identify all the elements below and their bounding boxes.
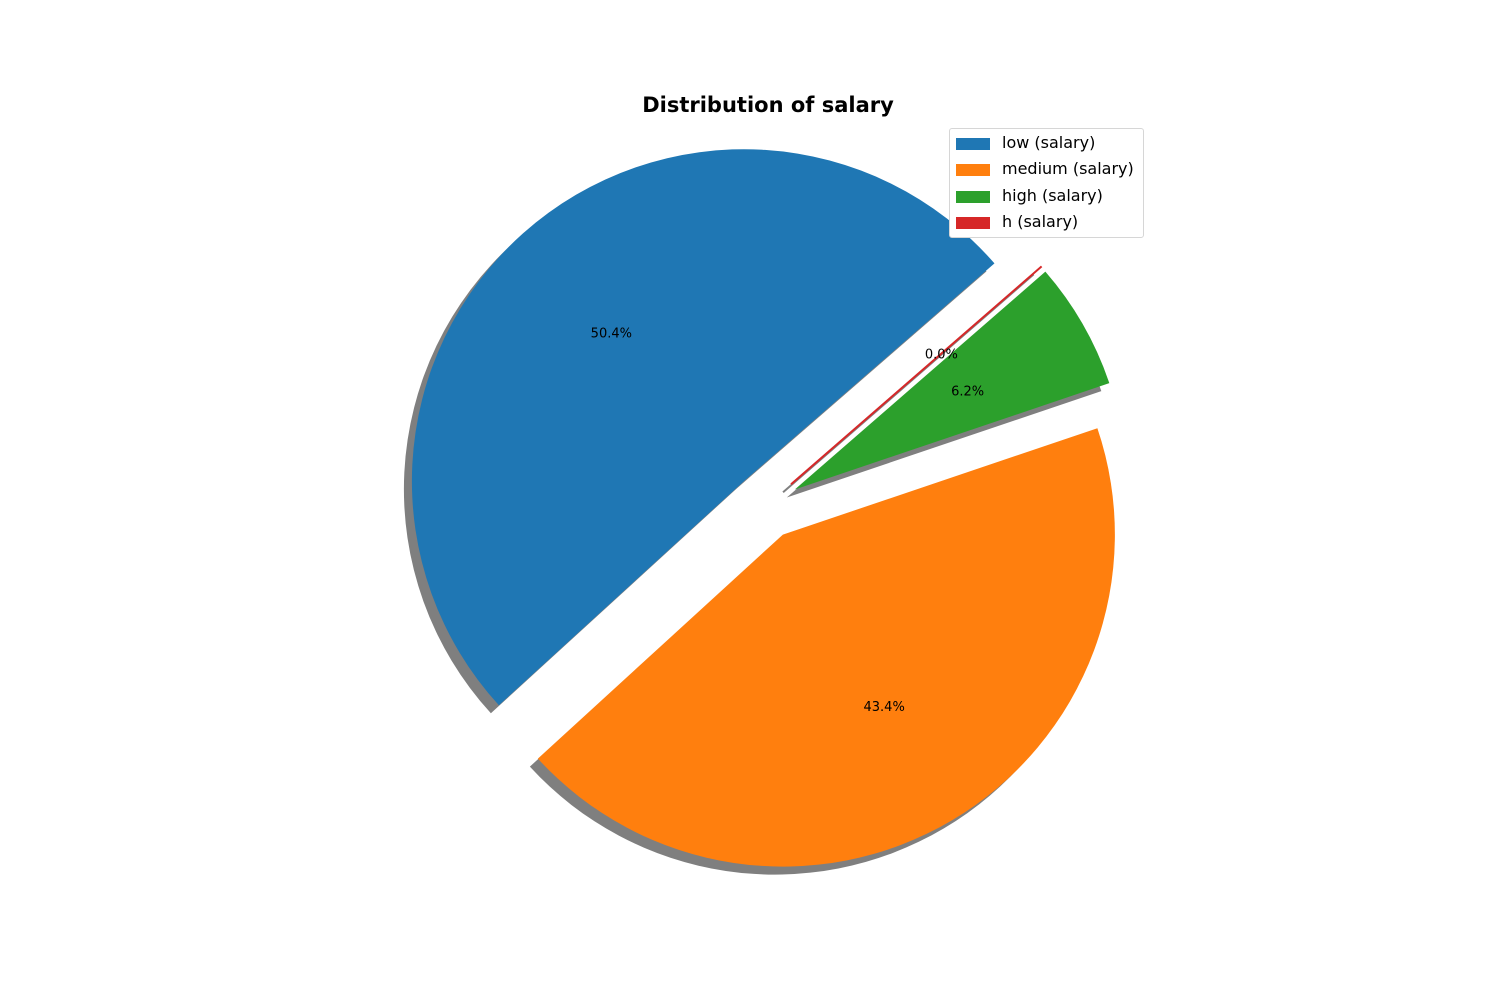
slice-labels: 50.4% 43.4% 6.2% 0.0% [591,327,984,716]
legend-label-h: h (salary) [1002,212,1079,231]
legend-label-low: low (salary) [1002,133,1096,152]
legend-item-high: high (salary) [950,185,1143,207]
pie-slice-h [790,265,1043,485]
legend-swatch-h [956,217,990,229]
legend-item-medium: medium (salary) [950,158,1143,180]
legend-label-medium: medium (salary) [1002,159,1134,178]
legend-item-h: h (salary) [950,211,1143,233]
chart-title: Distribution of salary [642,93,894,117]
slice-label-low: 50.4% [591,327,632,342]
legend-swatch-high [956,191,990,203]
legend-label-high: high (salary) [1002,186,1103,205]
slice-label-medium: 43.4% [864,700,905,715]
pie-slice-low [411,149,995,706]
pie-slice-high [794,271,1110,490]
legend-swatch-low [956,138,990,150]
legend: low (salary) medium (salary) high (salar… [949,128,1144,238]
pie-slice-medium [537,428,1115,867]
slice-label-h: 0.0% [925,348,958,363]
legend-swatch-medium [956,164,990,176]
pie-slices [411,149,1115,867]
legend-item-low: low (salary) [950,132,1143,154]
slice-label-high: 6.2% [951,384,984,399]
